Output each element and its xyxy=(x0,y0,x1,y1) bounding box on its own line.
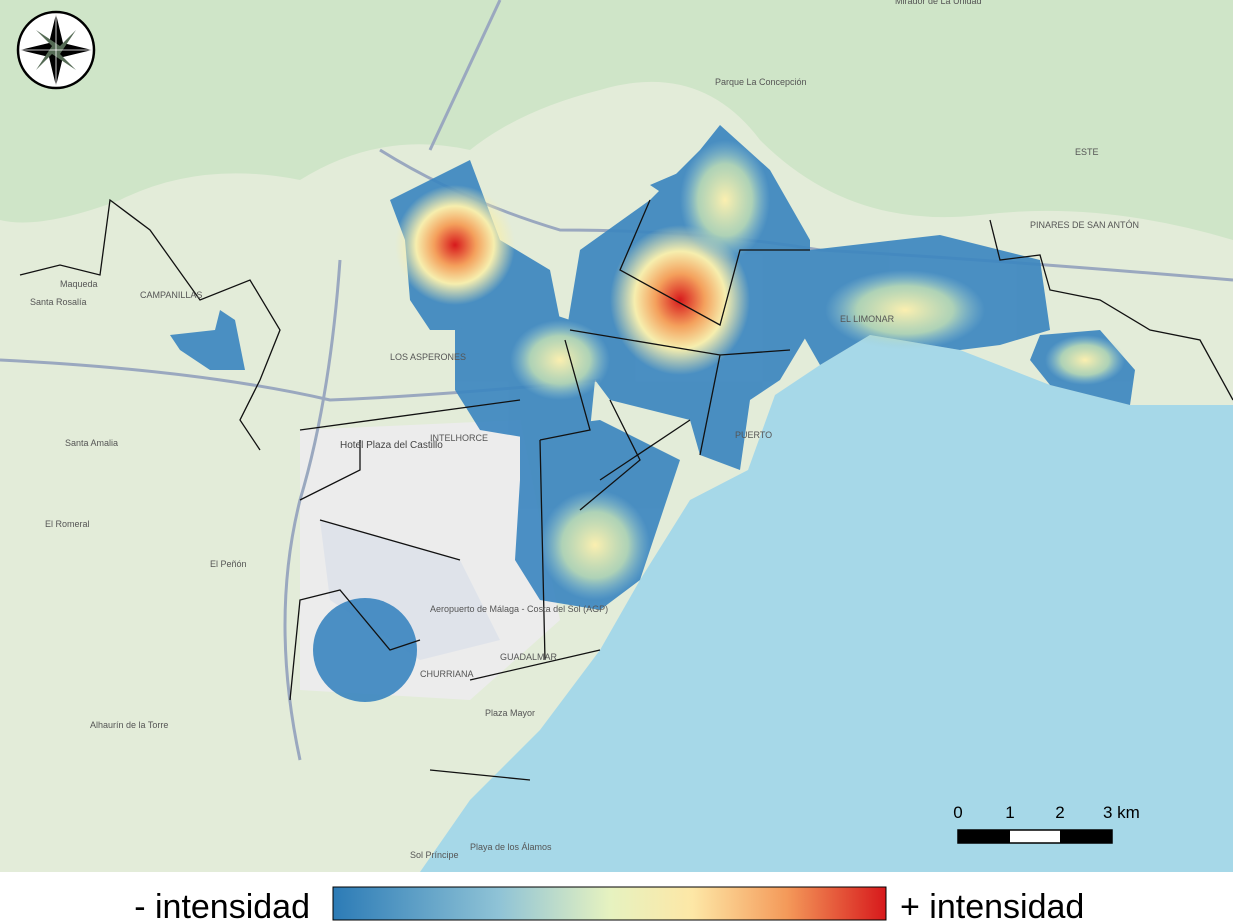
hotspot xyxy=(610,225,750,375)
place-label: Mirador de La Unidad xyxy=(895,0,982,6)
airport-area xyxy=(320,520,500,660)
hotspot xyxy=(395,185,515,305)
place-label: LOS ASPERONES xyxy=(390,352,466,362)
legend-color-bar xyxy=(332,886,887,921)
place-label: ESTE xyxy=(1075,147,1099,157)
district-boundaries xyxy=(19,198,1233,781)
place-label: Plaza Mayor xyxy=(485,708,535,718)
sea xyxy=(420,335,1233,872)
hotspot xyxy=(1045,335,1125,385)
place-label: Maqueda xyxy=(60,279,98,289)
scale-label: 0 xyxy=(953,803,962,822)
legend-low: - intensidad xyxy=(134,888,310,922)
hotspot xyxy=(680,140,770,260)
heatmap xyxy=(170,125,1135,702)
scale-label: 3 km xyxy=(1103,803,1140,822)
place-label: Santa Amalia xyxy=(65,438,118,448)
hotspot xyxy=(540,490,650,600)
scale-label: 1 xyxy=(1005,803,1014,822)
hotspot xyxy=(510,320,610,400)
scale-bar xyxy=(957,829,1113,844)
place-label: PUERTO xyxy=(735,430,772,440)
place-label: Santa Rosalía xyxy=(30,297,87,307)
place-label: INTELHORCE xyxy=(430,433,488,443)
compass xyxy=(16,10,96,90)
place-label: Playa de los Álamos xyxy=(470,842,552,852)
scale-label: 2 xyxy=(1055,803,1064,822)
legend-high: + intensidad xyxy=(900,888,1084,922)
place-label: Alhaurín de la Torre xyxy=(90,720,168,730)
place-label: GUADALMAR xyxy=(500,652,558,662)
hotspot xyxy=(825,270,985,350)
place-label: Sol Príncipe xyxy=(410,850,459,860)
place-label: Hotel Plaza del Castillo xyxy=(340,440,443,451)
place-label: El Peñón xyxy=(210,559,247,569)
place-label: CAMPANILLAS xyxy=(140,290,202,300)
hills xyxy=(0,0,1233,240)
place-label: CHURRIANA xyxy=(420,669,474,679)
place-label: EL LIMONAR xyxy=(840,314,895,324)
place-label: PINARES DE SAN ANTÓN xyxy=(1030,220,1139,230)
place-label: Parque La Concepción xyxy=(715,77,807,87)
place-label: Aeropuerto de Málaga - Costa del Sol (AG… xyxy=(430,604,608,614)
place-label: El Romeral xyxy=(45,519,90,529)
